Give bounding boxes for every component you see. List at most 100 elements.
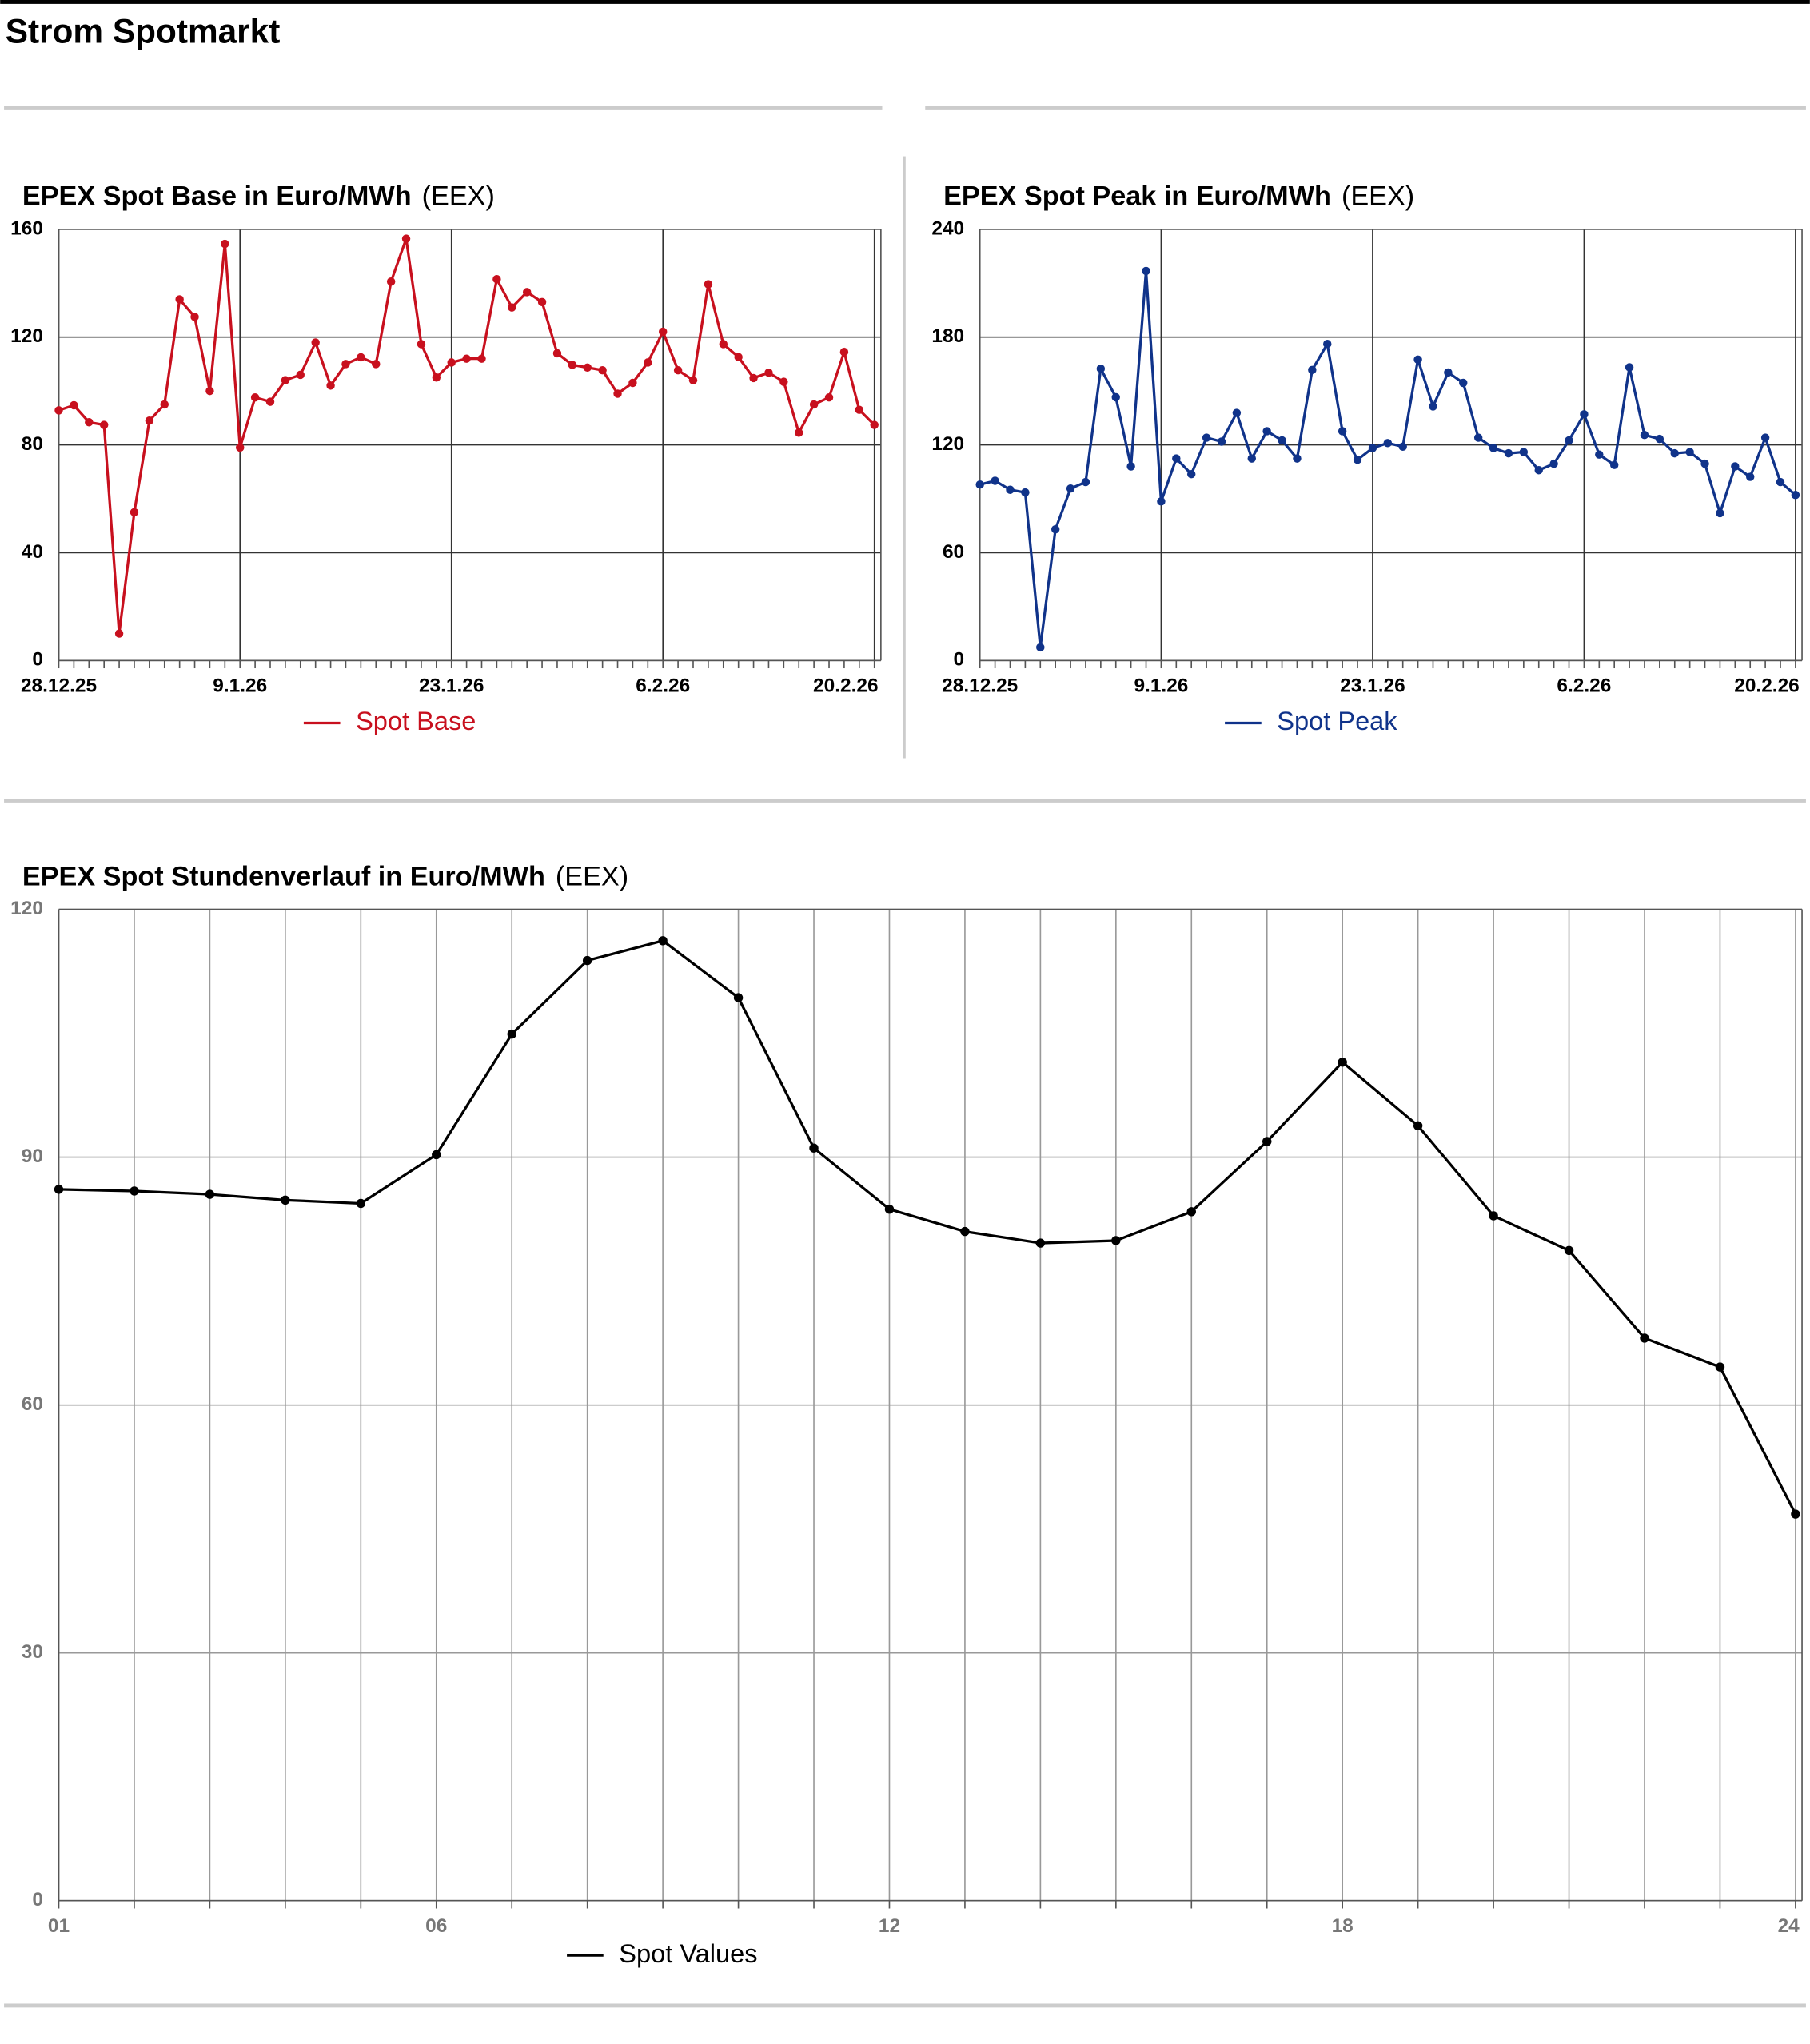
y-tick-label: 0 <box>32 649 43 671</box>
data-point <box>749 373 758 383</box>
data-point <box>1398 442 1407 452</box>
data-point <box>1036 643 1045 652</box>
top-rule <box>0 0 1810 4</box>
data-point <box>733 993 744 1002</box>
x-tick-label: 01 <box>48 1915 70 1937</box>
y-tick-label: 60 <box>943 541 964 563</box>
y-tick-label: 160 <box>10 217 43 239</box>
data-point <box>658 936 668 946</box>
data-point <box>1791 491 1800 500</box>
data-point <box>492 274 501 284</box>
data-point <box>250 392 260 402</box>
chart-title-text: EPEX Spot Base in Euro/MWh <box>22 181 412 212</box>
data-point <box>54 1185 64 1194</box>
data-point <box>447 358 456 367</box>
data-point <box>1368 444 1377 452</box>
chart-title: EPEX Spot Stundenverlauf in Euro/MWh (EEX… <box>22 861 628 891</box>
data-point <box>1247 454 1256 463</box>
data-point <box>54 406 63 415</box>
y-tick-label: 0 <box>32 1889 43 1911</box>
rule <box>4 799 1806 803</box>
data-point <box>1715 1362 1725 1372</box>
data-point <box>1459 378 1468 388</box>
data-point <box>734 353 743 361</box>
data-point <box>1186 1207 1196 1217</box>
data-point <box>1640 430 1649 440</box>
chart-title-text: EPEX Spot Peak in Euro/MWh <box>943 181 1331 212</box>
y-tick-label: 40 <box>22 541 43 563</box>
legend-label: Spot Values <box>619 1938 757 1968</box>
data-point <box>221 239 229 249</box>
data-point <box>1142 266 1150 276</box>
data-point <box>1489 1211 1498 1221</box>
data-point <box>205 386 214 396</box>
data-point <box>1096 365 1106 373</box>
data-point <box>991 476 999 485</box>
data-point <box>1700 459 1709 468</box>
data-point <box>975 480 984 489</box>
data-point <box>704 280 713 289</box>
x-tick-label: 20.2.26 <box>813 675 879 696</box>
x-tick-label: 12 <box>879 1915 900 1937</box>
chart-subtitle: (EEX) <box>556 861 628 891</box>
data-point <box>1504 448 1513 458</box>
data-point <box>1066 484 1075 493</box>
data-point <box>1353 455 1362 464</box>
data-point <box>960 1226 970 1237</box>
x-tick-label: 9.1.26 <box>1134 675 1188 696</box>
data-point <box>552 349 562 358</box>
data-point <box>1126 462 1135 471</box>
x-tick-label: 24 <box>1778 1915 1800 1937</box>
data-point <box>1413 355 1422 364</box>
data-point <box>357 353 365 362</box>
data-point <box>1202 433 1211 442</box>
data-point <box>1444 368 1453 377</box>
y-tick-label: 80 <box>22 433 43 455</box>
data-point <box>673 365 683 375</box>
data-point <box>477 354 486 363</box>
data-point <box>1731 462 1740 471</box>
data-point <box>70 400 78 410</box>
data-point <box>1595 450 1604 459</box>
data-point <box>1278 436 1286 445</box>
data-point <box>839 348 849 357</box>
data-point <box>1172 454 1181 463</box>
data-point <box>236 443 245 452</box>
data-point <box>1655 434 1664 444</box>
data-point <box>432 373 441 382</box>
data-point <box>1580 410 1589 419</box>
y-tick-label: 240 <box>931 217 964 239</box>
data-point <box>1021 488 1030 497</box>
data-point <box>1685 448 1694 456</box>
rule <box>4 2003 1806 2008</box>
data-point <box>1111 392 1120 402</box>
data-point <box>1262 1137 1272 1146</box>
chart-subtitle: (EEX) <box>1342 181 1414 212</box>
data-point <box>598 365 607 375</box>
data-point <box>688 376 698 384</box>
data-point <box>1565 436 1573 445</box>
data-point <box>628 378 637 388</box>
data-point <box>884 1204 895 1214</box>
data-point <box>386 277 396 286</box>
page-title: Strom Spotmarkt <box>6 13 281 50</box>
data-point <box>1081 477 1090 487</box>
data-point <box>85 418 94 427</box>
rule <box>4 106 883 110</box>
data-point <box>658 327 668 337</box>
separator <box>903 156 906 759</box>
x-tick-label: 6.2.26 <box>636 675 690 696</box>
data-point <box>160 400 169 409</box>
data-point <box>764 368 773 377</box>
data-point <box>401 234 411 243</box>
x-tick-label: 23.1.26 <box>419 675 484 696</box>
data-point <box>417 340 426 349</box>
series-line <box>979 270 1796 648</box>
data-point <box>1293 454 1302 463</box>
data-point <box>1609 460 1619 469</box>
data-point <box>1111 1236 1121 1245</box>
x-tick-label: 18 <box>1332 1915 1354 1937</box>
chart-title: EPEX Spot Peak in Euro/MWh (EEX) <box>943 181 1414 212</box>
x-tick-label: 9.1.26 <box>213 675 267 696</box>
data-point <box>281 1195 290 1205</box>
